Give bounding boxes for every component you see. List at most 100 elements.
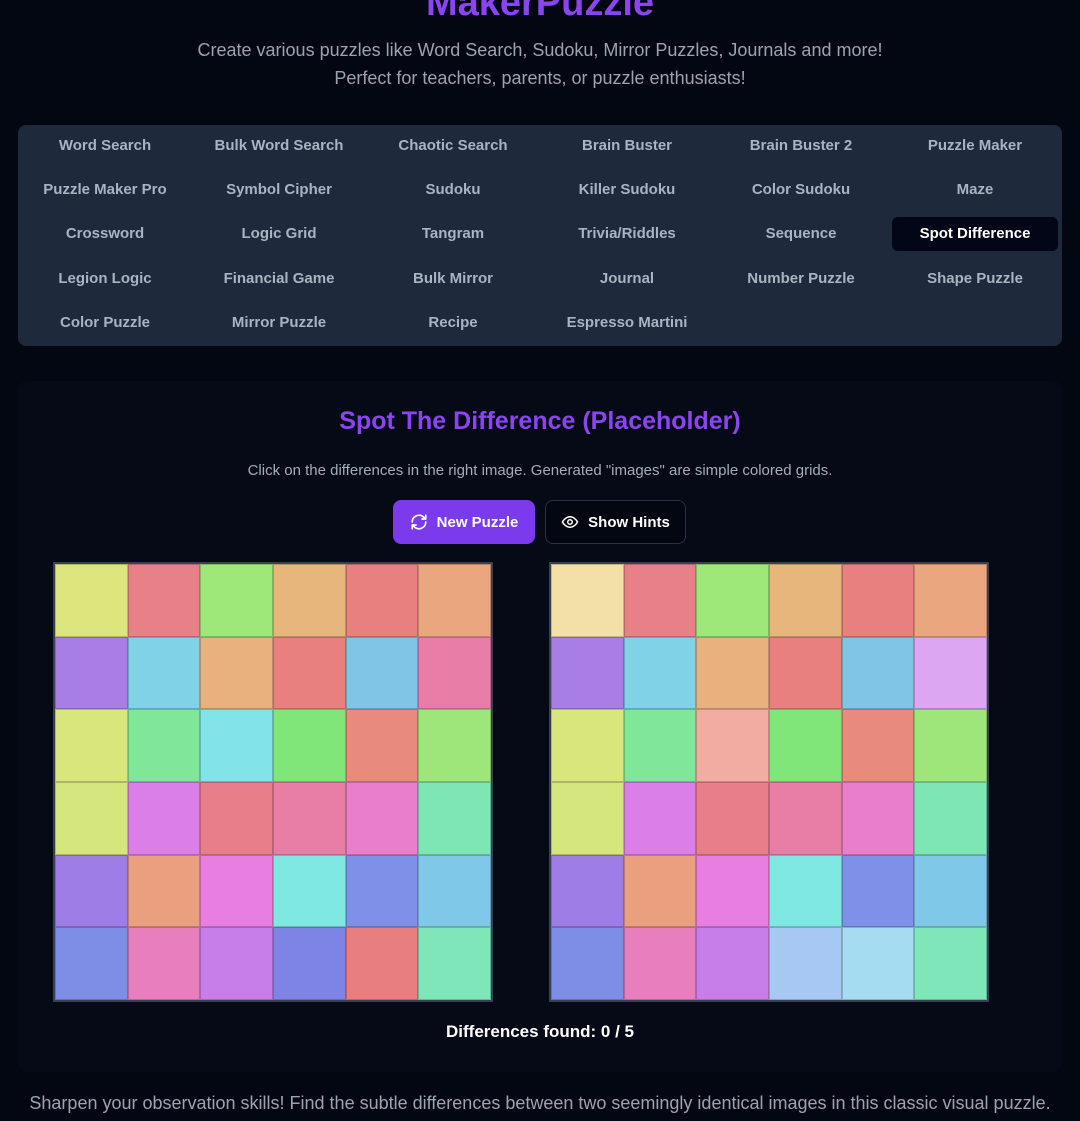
right-grid-cell[interactable] [551, 709, 624, 782]
right-grid-cell[interactable] [551, 927, 624, 1000]
right-grid-cell[interactable] [841, 709, 915, 782]
nav-item-espresso-martini[interactable]: Espresso Martini [566, 314, 688, 331]
nav-item-color-puzzle[interactable]: Color Puzzle [59, 314, 150, 331]
nav-item-mirror-puzzle[interactable]: Mirror Puzzle [231, 314, 327, 331]
right-grid-cell[interactable] [914, 636, 987, 710]
nav-item-maze[interactable]: Maze [956, 181, 994, 198]
left-grid-cell [418, 781, 491, 855]
left-grid-cell [55, 709, 128, 782]
right-grid-cell[interactable] [768, 854, 842, 928]
left-grid-cell [345, 709, 419, 782]
right-grid-cell[interactable] [696, 636, 769, 710]
right-grid-cell[interactable] [551, 564, 624, 637]
left-grid-cell [272, 781, 346, 855]
left-grid-cell [55, 636, 128, 710]
nav-item-color-sudoku[interactable]: Color Sudoku [751, 181, 851, 198]
nav-item-sequence[interactable]: Sequence [765, 225, 837, 242]
right-grid-cell[interactable] [696, 709, 769, 782]
right-grid-cell[interactable] [623, 636, 697, 710]
nav-item-bulk-word-search[interactable]: Bulk Word Search [214, 137, 344, 154]
left-grid-cell [200, 709, 273, 782]
right-grid-cell[interactable] [841, 636, 915, 710]
right-grid-cell[interactable] [623, 709, 697, 782]
nav-item-symbol-cipher[interactable]: Symbol Cipher [226, 181, 332, 198]
nav-item-killer-sudoku[interactable]: Killer Sudoku [578, 181, 676, 198]
left-grid-cell [55, 781, 128, 855]
differences-counter: Differences found: 0 / 5 [446, 1022, 634, 1041]
right-grid-cell[interactable] [768, 927, 842, 1000]
nav-item-logic-grid[interactable]: Logic Grid [241, 225, 317, 242]
right-grid-cell[interactable] [768, 636, 842, 710]
refresh-icon [411, 514, 427, 530]
left-grid-cell [418, 636, 491, 710]
right-grid-cell[interactable] [914, 709, 987, 782]
show-hints-button[interactable]: Show Hints [545, 500, 686, 544]
nav-item-sudoku[interactable]: Sudoku [425, 181, 481, 198]
left-grid-cell [345, 927, 419, 1000]
app-title: MakerPuzzle [425, 0, 655, 24]
right-grid-cell[interactable] [768, 781, 842, 855]
right-grid-cell[interactable] [696, 564, 769, 637]
puzzle-title: Spot The Difference (Placeholder) [339, 407, 741, 435]
nav-item-spot-difference[interactable]: Spot Difference [892, 217, 1058, 251]
right-grid-cell[interactable] [551, 636, 624, 710]
right-grid-cell[interactable] [841, 564, 915, 637]
nav-item-puzzle-maker[interactable]: Puzzle Maker [927, 137, 1023, 154]
left-grid-cell [127, 564, 201, 637]
left-grid-cell [272, 854, 346, 928]
footer-description: Sharpen your observation skills! Find th… [29, 1093, 1051, 1113]
right-grid-cell[interactable] [914, 854, 987, 928]
left-grid-cell [127, 927, 201, 1000]
right-grid-cell[interactable] [768, 564, 842, 637]
nav-item-trivia-riddles[interactable]: Trivia/Riddles [578, 225, 676, 242]
right-grid-cell[interactable] [623, 927, 697, 1000]
app-subtitle: Create various puzzles like Word Search,… [197, 40, 883, 88]
left-grid-cell [418, 854, 491, 928]
right-grid-cell[interactable] [914, 564, 987, 637]
nav-item-word-search[interactable]: Word Search [58, 137, 152, 154]
nav-item-bulk-mirror[interactable]: Bulk Mirror [412, 270, 493, 287]
right-grid-cell[interactable] [841, 854, 915, 928]
nav-item-brain-buster[interactable]: Brain Buster [581, 137, 673, 154]
right-grid-cell[interactable] [914, 927, 987, 1000]
right-grid-cell[interactable] [551, 781, 624, 855]
nav-item-brain-buster-2[interactable]: Brain Buster 2 [749, 137, 853, 154]
nav-item-puzzle-maker-pro[interactable]: Puzzle Maker Pro [43, 181, 167, 198]
right-grid-cell[interactable] [696, 781, 769, 855]
left-grid-cell [345, 781, 419, 855]
left-grid-cell [127, 636, 201, 710]
left-grid-cell [345, 636, 419, 710]
nav-item-crossword[interactable]: Crossword [65, 225, 145, 242]
nav-item-financial-game[interactable]: Financial Game [223, 270, 335, 287]
right-grid-cell[interactable] [841, 781, 915, 855]
nav-item-tangram[interactable]: Tangram [421, 225, 485, 242]
left-grid-cell [200, 564, 273, 637]
right-grid-cell[interactable] [696, 854, 769, 928]
new-puzzle-label: New Puzzle [436, 513, 519, 531]
new-puzzle-button[interactable]: New Puzzle [393, 500, 535, 544]
left-grid-cell [127, 709, 201, 782]
right-grid-cell[interactable] [696, 927, 769, 1000]
right-grid-cell[interactable] [914, 781, 987, 855]
nav-item-journal[interactable]: Journal [599, 270, 655, 287]
left-grid-cell [200, 854, 273, 928]
right-grid-cell[interactable] [768, 709, 842, 782]
right-grid-cell[interactable] [551, 854, 624, 928]
puzzle-type-nav: Word Search Bulk Word Search Chaotic Searc… [18, 125, 1062, 346]
nav-item-number-puzzle[interactable]: Number Puzzle [747, 270, 855, 287]
left-grid-cell [55, 927, 128, 1000]
left-grid-cell [55, 854, 128, 928]
right-grid-cell[interactable] [841, 927, 915, 1000]
nav-item-shape-puzzle[interactable]: Shape Puzzle [927, 270, 1023, 287]
nav-item-legion-logic[interactable]: Legion Logic [58, 270, 152, 287]
left-grid-cell [127, 854, 201, 928]
left-grid-cell [200, 781, 273, 855]
left-grid-cell [418, 927, 491, 1000]
left-grid-cell [272, 564, 346, 637]
nav-item-chaotic-search[interactable]: Chaotic Search [398, 137, 508, 154]
nav-item-recipe[interactable]: Recipe [428, 314, 478, 331]
right-grid-cell[interactable] [623, 854, 697, 928]
left-grid-cell [345, 564, 419, 637]
right-grid-cell[interactable] [623, 564, 697, 637]
right-grid-cell[interactable] [623, 781, 697, 855]
